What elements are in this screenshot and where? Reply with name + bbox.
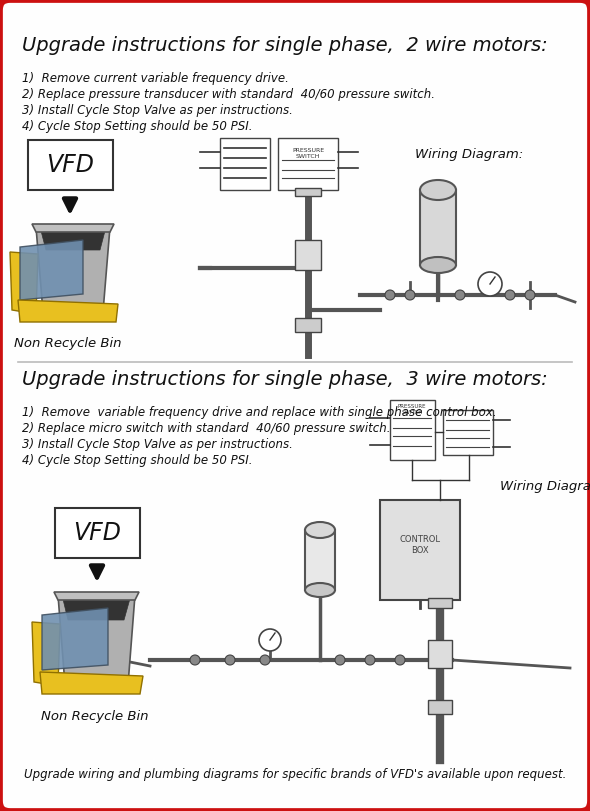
FancyBboxPatch shape <box>28 140 113 190</box>
Polygon shape <box>54 592 139 600</box>
Ellipse shape <box>420 257 456 273</box>
Circle shape <box>365 655 375 665</box>
Text: 3) Install Cycle Stop Valve as per instructions.: 3) Install Cycle Stop Valve as per instr… <box>22 104 293 117</box>
Text: 3) Install Cycle Stop Valve as per instructions.: 3) Install Cycle Stop Valve as per instr… <box>22 438 293 451</box>
Ellipse shape <box>420 180 456 200</box>
FancyBboxPatch shape <box>55 508 140 558</box>
FancyBboxPatch shape <box>428 700 452 714</box>
Text: CONTROL
BOX: CONTROL BOX <box>399 535 441 555</box>
Text: Wiring Diagram:: Wiring Diagram: <box>415 148 523 161</box>
FancyBboxPatch shape <box>380 500 460 600</box>
Text: Non Recycle Bin: Non Recycle Bin <box>41 710 149 723</box>
Text: PRESSURE
SWITCH: PRESSURE SWITCH <box>398 404 426 414</box>
Circle shape <box>455 290 465 300</box>
FancyBboxPatch shape <box>220 138 270 190</box>
Ellipse shape <box>305 522 335 538</box>
Polygon shape <box>10 252 38 314</box>
Polygon shape <box>42 608 108 670</box>
Circle shape <box>385 290 395 300</box>
Circle shape <box>260 655 270 665</box>
Text: Upgrade instructions for single phase,  3 wire motors:: Upgrade instructions for single phase, 3… <box>22 370 548 389</box>
Circle shape <box>478 272 502 296</box>
FancyBboxPatch shape <box>295 240 321 270</box>
Circle shape <box>335 655 345 665</box>
Circle shape <box>225 655 235 665</box>
Polygon shape <box>36 227 110 312</box>
Polygon shape <box>40 227 106 250</box>
Ellipse shape <box>305 583 335 597</box>
Text: 2) Replace micro switch with standard  40/60 pressure switch.: 2) Replace micro switch with standard 40… <box>22 422 391 435</box>
FancyBboxPatch shape <box>390 400 435 460</box>
FancyBboxPatch shape <box>428 640 452 668</box>
Text: Wiring Diagram: Wiring Diagram <box>500 480 590 493</box>
Text: 4) Cycle Stop Setting should be 50 PSI.: 4) Cycle Stop Setting should be 50 PSI. <box>22 120 253 133</box>
FancyBboxPatch shape <box>428 598 452 608</box>
Polygon shape <box>32 622 60 686</box>
Circle shape <box>190 655 200 665</box>
FancyBboxPatch shape <box>420 190 456 265</box>
Circle shape <box>405 290 415 300</box>
Polygon shape <box>40 672 143 694</box>
Text: 4) Cycle Stop Setting should be 50 PSI.: 4) Cycle Stop Setting should be 50 PSI. <box>22 454 253 467</box>
Text: 2) Replace pressure transducer with standard  40/60 pressure switch.: 2) Replace pressure transducer with stan… <box>22 88 435 101</box>
Polygon shape <box>20 240 83 300</box>
Text: Upgrade wiring and plumbing diagrams for specific brands of VFD's available upon: Upgrade wiring and plumbing diagrams for… <box>24 768 566 781</box>
Text: 1)  Remove current variable frequency drive.: 1) Remove current variable frequency dri… <box>22 72 289 85</box>
Text: 1)  Remove  variable frequency drive and replace with single phase control box.: 1) Remove variable frequency drive and r… <box>22 406 497 419</box>
Polygon shape <box>32 224 114 232</box>
Circle shape <box>259 629 281 651</box>
Text: Upgrade instructions for single phase,  2 wire motors:: Upgrade instructions for single phase, 2… <box>22 36 548 55</box>
FancyBboxPatch shape <box>278 138 338 190</box>
FancyBboxPatch shape <box>305 530 335 590</box>
Polygon shape <box>18 300 118 322</box>
Text: PRESSURE
SWITCH: PRESSURE SWITCH <box>292 148 324 159</box>
Text: Non Recycle Bin: Non Recycle Bin <box>14 337 122 350</box>
Text: VFD: VFD <box>46 153 94 177</box>
Text: VFD: VFD <box>73 521 121 545</box>
FancyBboxPatch shape <box>295 188 321 196</box>
Polygon shape <box>58 595 135 685</box>
FancyBboxPatch shape <box>443 410 493 455</box>
FancyBboxPatch shape <box>295 318 321 332</box>
Polygon shape <box>62 595 131 620</box>
Circle shape <box>505 290 515 300</box>
Circle shape <box>525 290 535 300</box>
Circle shape <box>395 655 405 665</box>
